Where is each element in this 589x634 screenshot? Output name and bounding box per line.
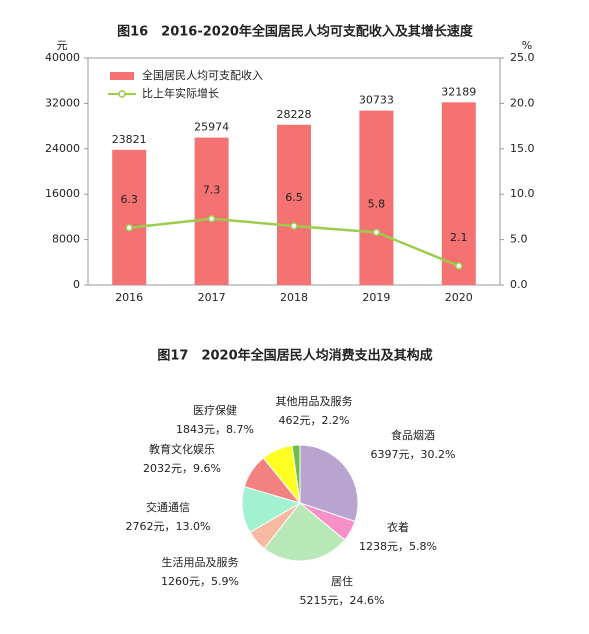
data-label: 23821 <box>112 133 147 146</box>
pie-slice <box>291 444 301 504</box>
data-label: 7.3 <box>203 184 221 197</box>
slice-value-label: 1843元，8.7% <box>176 423 254 436</box>
line-marker <box>207 214 216 223</box>
y2-tick-label: 15.0 <box>510 142 535 155</box>
x-tick-label: 2019 <box>362 291 390 304</box>
bar <box>112 149 147 285</box>
line-marker <box>455 262 463 270</box>
y2-tick-label: 5.0 <box>510 233 528 246</box>
slice-label: 医疗保健 <box>193 403 237 417</box>
y-tick-label: 40000 <box>45 51 80 64</box>
bar <box>359 110 394 285</box>
legend-swatch <box>110 72 134 80</box>
legend-label: 比上年实际增长 <box>142 86 219 100</box>
data-label: 6.3 <box>120 193 138 206</box>
slice-value-label: 1238元，5.8% <box>359 540 437 553</box>
y-tick-label: 8000 <box>52 233 80 246</box>
legend-swatch <box>118 90 126 98</box>
pie-slice <box>299 444 359 523</box>
chart-title: 图17 2020年全国居民人均消费支出及其构成 <box>157 348 432 364</box>
data-label: 6.5 <box>285 191 303 204</box>
slice-value-label: 2762元，13.0% <box>126 520 211 533</box>
data-label: 25974 <box>194 121 229 134</box>
pie-slice <box>263 502 346 562</box>
bar <box>194 137 229 285</box>
data-label: 2.1 <box>450 231 468 244</box>
legend-label: 全国居民人均可支配收入 <box>142 68 263 82</box>
data-label: 30733 <box>359 94 394 107</box>
y-tick-label: 0 <box>73 278 80 291</box>
y-tick-label: 32000 <box>45 96 80 109</box>
y2-tick-label: 20.0 <box>510 96 535 109</box>
x-tick-label: 2016 <box>115 291 143 304</box>
slice-label: 交通通信 <box>146 500 190 514</box>
line-marker <box>290 222 298 230</box>
slice-label: 教育文化娱乐 <box>149 442 215 456</box>
data-label: 32189 <box>441 85 476 98</box>
line-marker <box>125 224 133 232</box>
y2-tick-label: 25.0 <box>510 51 535 64</box>
slice-value-label: 1260元，5.9% <box>161 575 239 588</box>
data-label: 5.8 <box>368 197 386 210</box>
x-tick-label: 2018 <box>280 291 308 304</box>
slice-label: 其他用品及服务 <box>276 395 353 408</box>
slice-value-label: 462元，2.2% <box>279 414 350 427</box>
slice-label: 食品烟酒 <box>391 428 435 442</box>
bar <box>441 102 476 285</box>
bar <box>277 124 311 286</box>
y2-tick-label: 0.0 <box>510 278 528 291</box>
x-tick-label: 2020 <box>445 291 473 304</box>
y-axis-unit: 元 <box>57 39 68 52</box>
y2-tick-label: 10.0 <box>510 187 535 200</box>
x-tick-label: 2017 <box>198 291 226 304</box>
data-label: 28228 <box>277 108 312 121</box>
y-tick-label: 24000 <box>45 142 80 155</box>
y-tick-label: 16000 <box>45 187 80 200</box>
slice-value-label: 5215元，24.6% <box>300 594 385 607</box>
chart-title: 图16 2016-2020年全国居民人均可支配收入及其增长速度 <box>117 24 474 40</box>
slice-label: 生活用品及服务 <box>162 555 239 569</box>
slice-value-label: 6397元，30.2% <box>371 448 456 461</box>
slice-label: 衣着 <box>387 520 409 534</box>
y2-axis-unit: % <box>522 39 532 52</box>
slice-value-label: 2032元，9.6% <box>143 462 221 475</box>
slice-label: 居住 <box>331 574 353 588</box>
line-marker <box>372 228 381 237</box>
